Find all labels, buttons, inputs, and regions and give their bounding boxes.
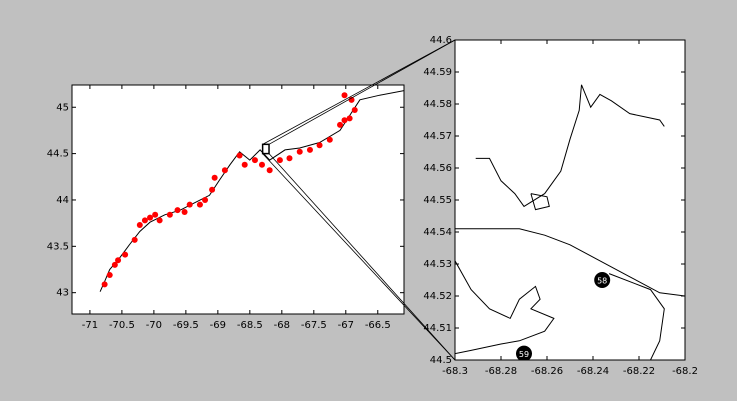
point [276,157,283,164]
point [147,214,154,221]
point [115,257,122,264]
marker-label: 58 [597,277,607,286]
y-tick-label: 43 [56,288,69,299]
coastline [608,273,665,360]
y-tick-label: 44.5 [47,149,69,160]
zoom-line [268,153,456,361]
x-tick-label: -68 [274,320,290,331]
x-tick-label: -68.22 [623,366,655,377]
point [346,115,353,122]
plot-area: 58 59 [455,84,685,360]
plot-area [99,90,404,292]
point [181,209,188,216]
point [209,186,216,193]
x-tick-label: -68.26 [531,366,563,377]
marker [594,272,611,288]
x-tick-label: -69 [210,320,226,331]
point [341,92,348,99]
point [326,136,333,143]
point [166,211,173,218]
marker-label: 59 [519,350,529,359]
point [351,107,358,114]
x-tick-label: -67.5 [301,320,327,331]
axes-background [455,40,685,360]
marker [516,345,532,360]
point [266,167,273,174]
x-tick-label: -66.5 [365,320,391,331]
y-tick-label: 45 [56,102,69,113]
y-tick-label: 44.52 [423,291,452,302]
point [251,157,258,164]
x-tick-label: -68.28 [485,366,517,377]
point [156,217,163,224]
point [306,146,313,153]
x-tick-label: -68.2 [672,366,698,377]
point [174,207,181,214]
point [202,196,209,203]
x-tick-label: -68.3 [442,366,468,377]
point [341,117,348,124]
y-tick-label: 44.6 [430,35,452,46]
point [211,174,218,181]
coastline [99,90,404,292]
point [131,236,138,243]
y-tick-label: 44.58 [423,99,452,110]
point [296,148,303,155]
y-tick-label: 44.53 [423,259,452,270]
zoom-line [262,153,456,361]
y-tick-label: 44.57 [423,131,452,142]
y-tick-label: 44.51 [423,323,452,334]
x-tick-label: -68.5 [237,320,263,331]
y-tick-label: 44.59 [423,67,452,78]
coastline [475,84,665,208]
zoom-line [262,39,456,145]
point [236,152,243,159]
y-tick-label: 43.5 [47,241,69,252]
point [101,281,108,288]
x-tick-label: -70.5 [109,320,135,331]
point [141,217,148,224]
point [348,96,355,103]
x-tick-label: -71 [82,320,98,331]
x-tick-label: -69.5 [173,320,199,331]
coastline [530,193,550,211]
y-tick-label: 44.54 [423,227,452,238]
x-tick-label: -68.24 [577,366,609,377]
point [122,251,129,258]
point [316,142,323,149]
point [196,201,203,208]
x-tick-label: -67 [338,320,354,331]
point [221,167,228,174]
point [106,272,113,279]
point [152,211,159,218]
point [241,161,248,168]
y-tick-label: 44.55 [423,195,452,206]
zoom-line [268,39,456,145]
point [258,161,265,168]
point [136,221,143,228]
point [286,155,293,162]
axes-background [72,85,404,314]
x-tick-label: -70 [146,320,162,331]
y-tick-label: 44.5 [430,355,452,366]
y-tick-label: 44.56 [423,163,452,174]
coastline [455,228,685,297]
point [186,201,193,208]
coastline [455,260,555,355]
y-tick-label: 44 [56,195,69,206]
point [337,121,344,128]
point [111,261,118,268]
zoom-box [261,143,270,155]
